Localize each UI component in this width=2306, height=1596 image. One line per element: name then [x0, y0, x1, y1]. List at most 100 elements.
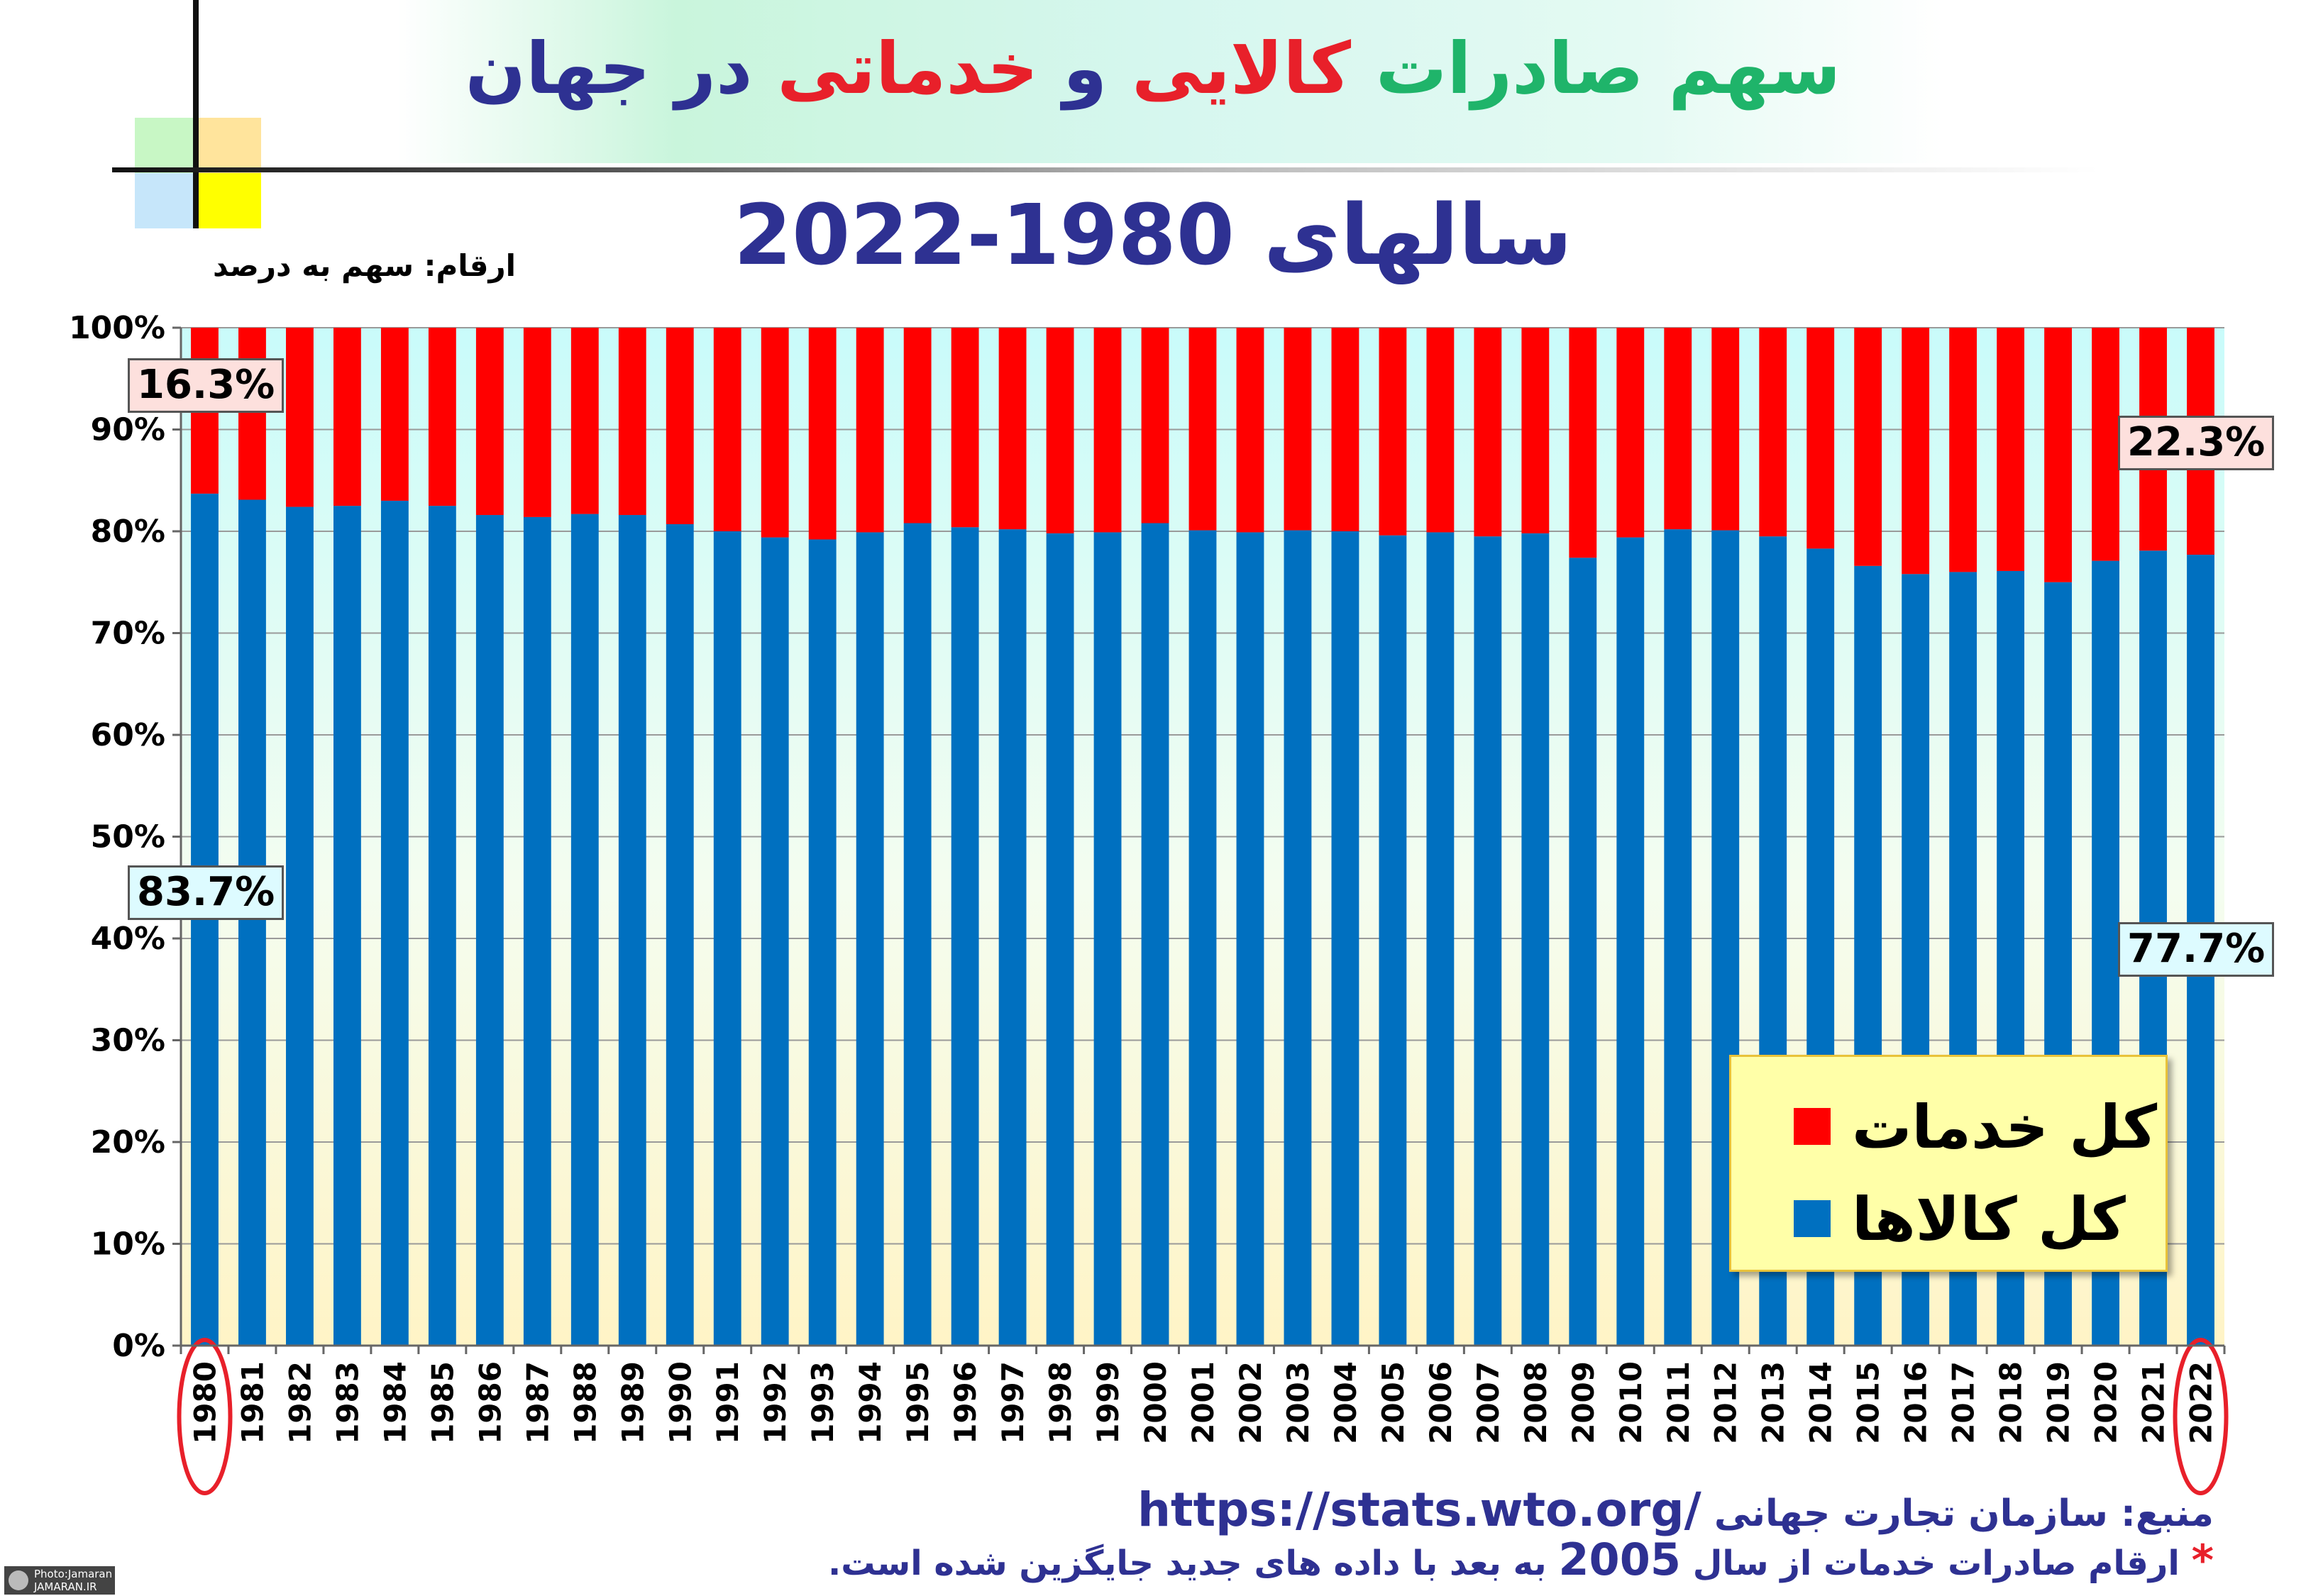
legend-item-goods: کل کالاها	[1731, 1179, 2166, 1254]
bar-goods-2011	[1664, 529, 1692, 1346]
bar-goods-1987	[523, 516, 551, 1346]
x-tick-label: 1999	[1091, 1361, 1125, 1444]
bar-services-2010	[1616, 328, 1645, 538]
bar-services-1981	[238, 328, 266, 500]
callout-services-2022: 22.3%	[2118, 416, 2275, 470]
footnote-text-after: به بعد با داده های جدید جایگزین شده است.	[827, 1544, 1547, 1583]
y-tick-label: 50%	[91, 819, 165, 855]
x-tick-label: 2019	[2041, 1361, 2076, 1444]
x-tick-label: 1991	[710, 1361, 745, 1444]
x-tick-label: 1997	[995, 1361, 1030, 1444]
x-tick-label: 2007	[1471, 1361, 1506, 1444]
deco-horizontal-line	[112, 167, 2099, 172]
x-tick-label: 1983	[330, 1361, 365, 1444]
footnote-text-before: ارقام صادرات خدمات از سال	[1692, 1544, 2180, 1583]
bar-services-2007	[1474, 328, 1502, 537]
bar-services-1982	[286, 328, 314, 507]
bar-goods-1984	[380, 500, 409, 1346]
bar-services-2006	[1426, 328, 1455, 533]
y-tick-label: 30%	[91, 1023, 165, 1059]
bar-goods-1999	[1093, 532, 1122, 1346]
x-tick-label: 2000	[1138, 1361, 1173, 1444]
highlight-ellipse-1980	[177, 1338, 233, 1495]
bar-services-2018	[1997, 328, 2025, 571]
bar-goods-1988	[570, 514, 599, 1346]
y-tick-label: 10%	[91, 1226, 165, 1263]
bar-goods-1989	[618, 515, 646, 1346]
x-tick-label: 2006	[1423, 1361, 1458, 1444]
x-tick-label: 1989	[615, 1361, 650, 1444]
legend-label-services: کل خدمات	[1852, 1092, 2158, 1162]
x-tick-label: 2010	[1613, 1361, 1648, 1444]
bar-services-2013	[1759, 328, 1787, 537]
bar-goods-2001	[1188, 530, 1217, 1346]
bar-services-2015	[1854, 328, 1882, 566]
bar-services-1987	[523, 328, 551, 517]
x-tick-label: 2015	[1851, 1361, 1886, 1444]
deco-square-yellow	[199, 173, 261, 228]
x-tick-label: 1998	[1043, 1361, 1078, 1444]
bar-services-1984	[380, 328, 409, 501]
title-part-share: سهم صادرات	[1375, 27, 1841, 110]
bar-services-2009	[1569, 328, 1597, 558]
chart-subtitle: سالهای 1980-2022	[734, 186, 1572, 284]
deco-square-orange	[199, 118, 261, 173]
x-tick-label: 2021	[2136, 1361, 2171, 1444]
source-url: https://stats.wto.org/	[1137, 1483, 1701, 1537]
bar-goods-1995	[903, 523, 932, 1346]
bar-goods-1992	[761, 537, 789, 1346]
y-tick-label: 0%	[112, 1328, 165, 1364]
bar-services-1997	[998, 328, 1027, 530]
bar-services-2005	[1379, 328, 1407, 536]
bar-goods-2000	[1141, 523, 1169, 1346]
x-tick-label: 1993	[805, 1361, 840, 1444]
bar-goods-1991	[713, 531, 741, 1346]
x-tick-label: 2020	[2089, 1361, 2124, 1444]
callout-goods-2022: 77.7%	[2118, 922, 2275, 977]
x-tick-label: 2018	[1994, 1361, 2029, 1444]
bar-goods-2007	[1474, 536, 1502, 1346]
y-tick-label: 60%	[91, 717, 165, 753]
x-tick-label: 1986	[473, 1361, 507, 1444]
bar-services-1999	[1093, 328, 1122, 533]
bar-services-1996	[951, 328, 979, 528]
bar-services-1986	[475, 328, 504, 516]
highlight-ellipse-2022	[2173, 1338, 2229, 1495]
x-tick-label: 2012	[1709, 1361, 1743, 1444]
highlight-ellipses	[177, 1338, 2229, 1495]
bar-services-1991	[713, 328, 741, 531]
bar-services-1988	[570, 328, 599, 514]
x-tick-label: 1990	[663, 1361, 697, 1444]
bar-goods-1994	[856, 532, 884, 1346]
bar-services-1990	[666, 328, 694, 524]
x-tick-label: 1995	[900, 1361, 935, 1444]
bar-services-2020	[2092, 328, 2119, 561]
bar-services-2003	[1284, 328, 1312, 531]
bar-services-1998	[1046, 328, 1074, 533]
legend-item-services: کل خدمات	[1731, 1087, 2166, 1162]
watermark-line2: JAMARAN.IR	[34, 1580, 97, 1593]
title-band	[397, 0, 1944, 163]
x-tick-label: 2008	[1518, 1361, 1553, 1444]
legend-swatch-goods	[1794, 1200, 1831, 1237]
title-part-goods: کالایی	[1132, 27, 1351, 110]
bar-goods-1996	[951, 527, 979, 1346]
bar-services-1994	[856, 328, 884, 533]
deco-vertical-line	[193, 0, 199, 228]
y-tick-label: 100%	[69, 310, 165, 346]
bar-services-2016	[1902, 328, 1930, 575]
bar-services-2017	[1949, 328, 1977, 572]
x-tick-label: 1996	[948, 1361, 983, 1444]
bar-goods-2010	[1616, 537, 1645, 1346]
x-tick-label: 1980	[187, 1361, 222, 1444]
x-tick-label: 1982	[282, 1361, 317, 1444]
x-tick-label: 2011	[1661, 1361, 1696, 1444]
y-tick-label: 80%	[91, 514, 165, 550]
x-tick-label: 2016	[1899, 1361, 1933, 1444]
footnote-year: 2005	[1558, 1534, 1681, 1585]
x-axis-ticks: 1980 1981 1982 1983 1984 1985 1986 1987 1988 1989…	[180, 1346, 2226, 1444]
x-tick-label: 2003	[1281, 1361, 1315, 1444]
photo-watermark: Photo:Jamaran JAMARAN.IR	[4, 1566, 115, 1595]
bar-services-1983	[333, 328, 361, 506]
y-tick-label: 40%	[91, 921, 165, 957]
